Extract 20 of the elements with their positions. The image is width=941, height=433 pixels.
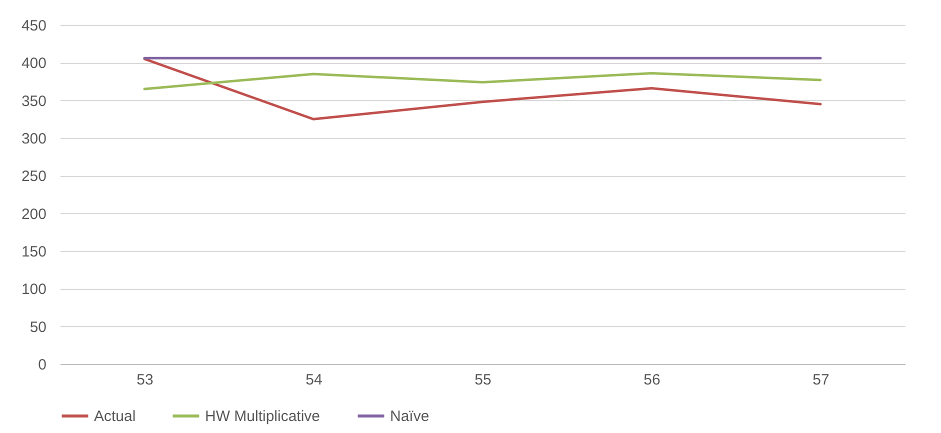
y-tick-label: 300 [21, 130, 46, 148]
y-tick-label: 450 [21, 18, 46, 34]
x-tick-label: 57 [812, 372, 830, 388]
y-tick-label: 0 [38, 356, 46, 374]
legend-label: HW Multiplicative [205, 408, 320, 425]
y-tick-label: 200 [21, 206, 46, 223]
line-series [143, 58, 822, 120]
y-tick-label: 50 [30, 318, 46, 336]
line-series [143, 72, 822, 90]
y-tick-label: 350 [21, 92, 46, 110]
x-tick-label: 54 [306, 372, 322, 388]
legend-label: Naïve [390, 408, 430, 425]
y-tick-label: 100 [21, 281, 46, 298]
x-tick-label: 53 [136, 372, 154, 388]
y-tick-label: 400 [21, 55, 46, 72]
x-tick-label: 55 [474, 372, 492, 388]
legend-label: Actual [94, 408, 136, 425]
x-tick-label: 56 [644, 372, 660, 388]
y-tick-label: 150 [21, 244, 46, 260]
y-tick-label: 250 [21, 168, 46, 186]
